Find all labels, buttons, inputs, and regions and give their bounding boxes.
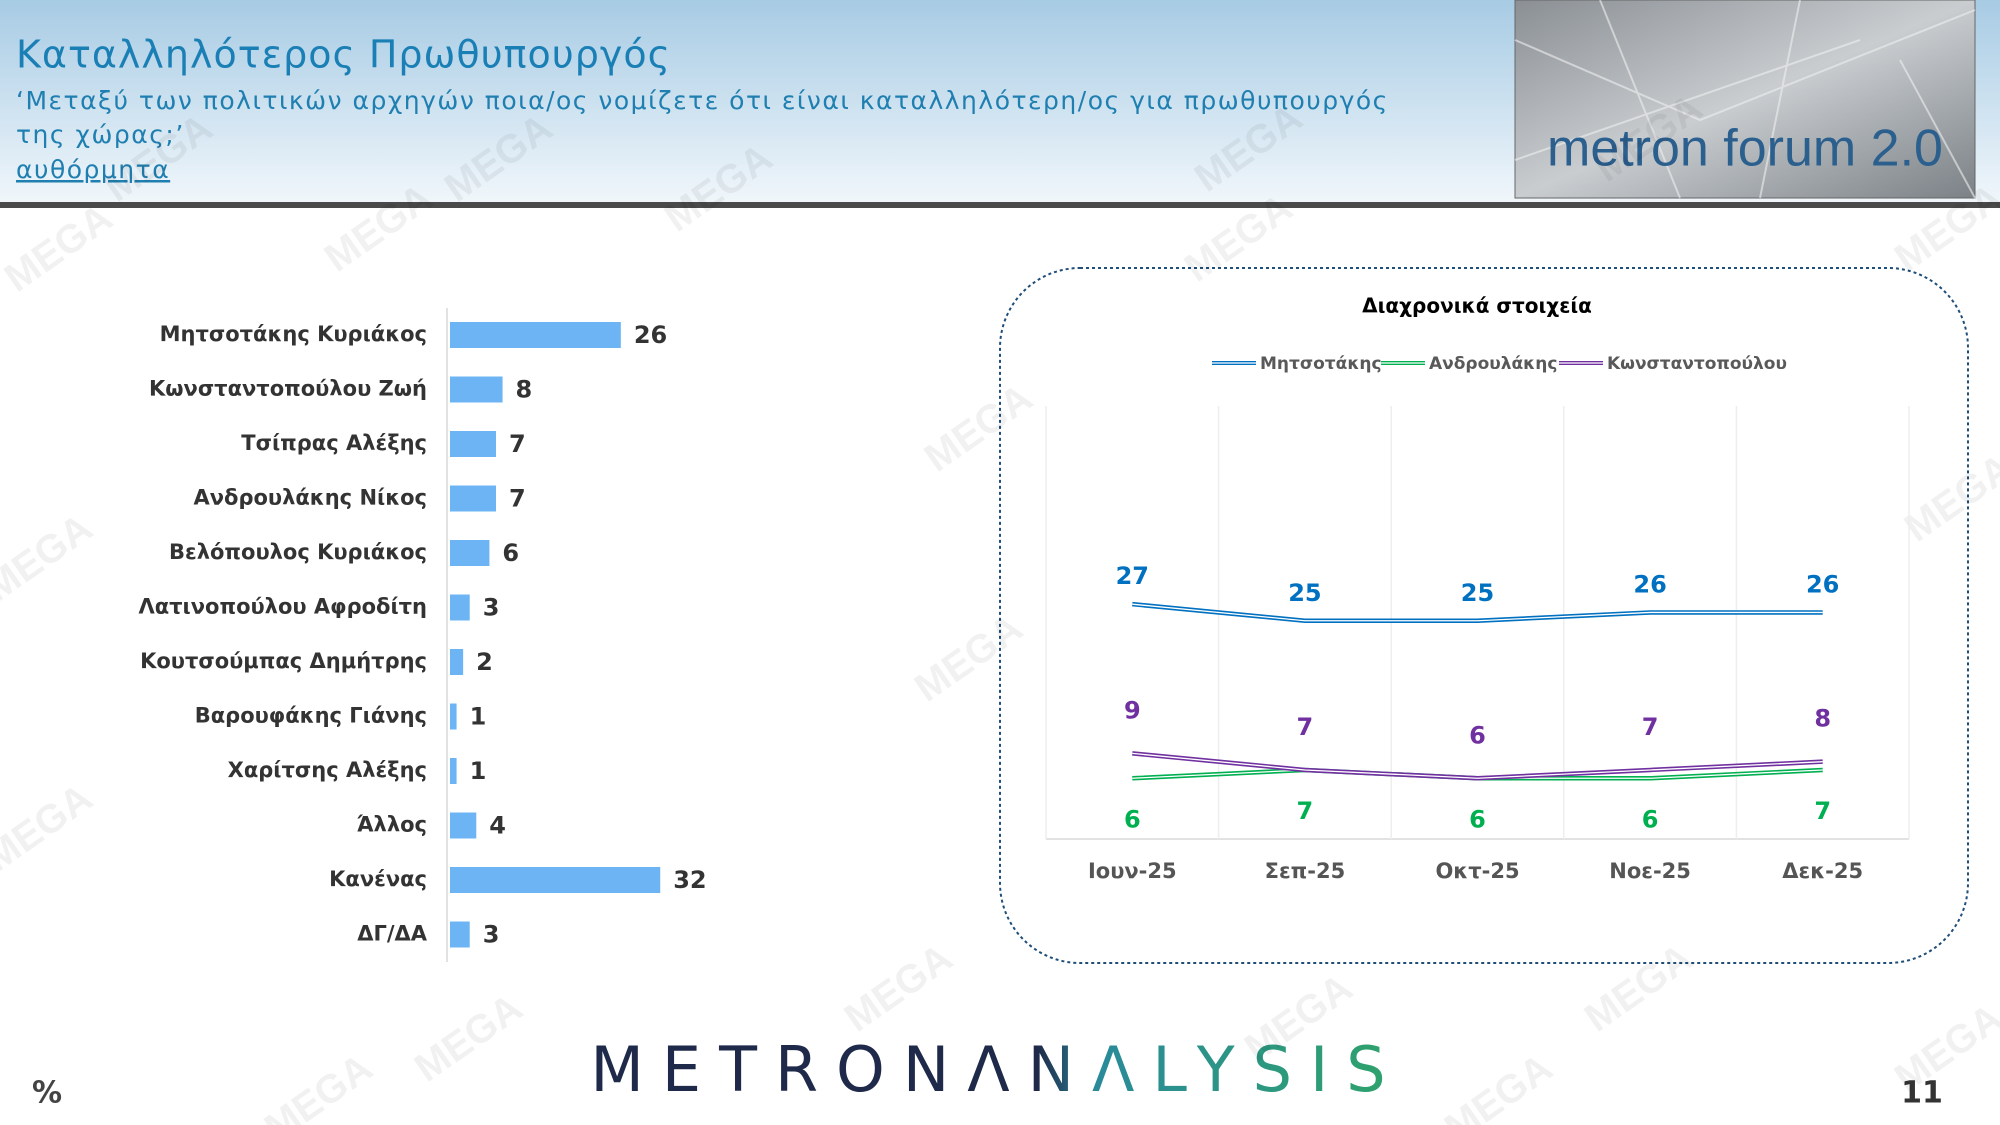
category-label: Ανδρουλάκης Νίκος — [193, 486, 427, 510]
logo: metron forum 2.0 — [1514, 0, 1976, 199]
value-label: 32 — [673, 866, 706, 894]
category-label: Κουτσούμπας Δημήτρης — [140, 649, 427, 673]
logo-pattern — [1514, 0, 1976, 199]
data-label: 6 — [1124, 805, 1141, 833]
category-label: ΔΓ/ΔΑ — [357, 922, 428, 946]
bar — [450, 594, 470, 621]
data-label: 8 — [1814, 705, 1831, 733]
bar — [450, 485, 496, 512]
value-label: 2 — [476, 648, 493, 676]
legend-label: Ανδρουλάκης — [1429, 354, 1557, 374]
category-label: Κωνσταντοπούλου Ζωή — [149, 377, 427, 401]
bar — [450, 703, 457, 730]
category-label: Λατινοπούλου Αφροδίτη — [138, 595, 427, 619]
data-label: 7 — [1814, 797, 1831, 825]
value-label: 26 — [634, 321, 667, 349]
subtitle-line: ‘Μεταξύ των πολιτικών αρχηγών ποια/ος νο… — [16, 86, 1389, 115]
brand: METRONΛNΛLYSIS — [590, 1033, 1403, 1106]
x-tick-label: Σεπ-25 — [1265, 859, 1346, 883]
chart-title: Διαχρονικά στοιχεία — [1362, 294, 1592, 318]
series-line-inner — [1132, 752, 1823, 779]
watermark: MEGA — [1437, 1046, 1561, 1125]
data-label: 25 — [1288, 579, 1321, 607]
watermark: MEGA — [0, 506, 100, 611]
watermark: MEGA — [407, 986, 531, 1091]
value-label: 8 — [516, 376, 533, 404]
value-label: 1 — [470, 757, 487, 785]
watermark: MEGA — [0, 196, 120, 301]
watermark: MEGA — [907, 606, 1031, 711]
data-label: 26 — [1633, 570, 1666, 598]
data-label: 7 — [1297, 797, 1314, 825]
watermark: MEGA — [837, 936, 961, 1041]
slide-title: Καταλληλότερος Πρωθυπουργός — [16, 33, 671, 77]
bar — [450, 921, 470, 948]
bar — [450, 812, 477, 839]
data-label: 6 — [1469, 721, 1486, 749]
value-label: 7 — [509, 485, 526, 513]
note: αυθόρμητα — [16, 155, 170, 184]
watermark: MEGA — [1897, 446, 2000, 551]
value-label: 3 — [483, 921, 500, 949]
category-label: Άλλος — [357, 813, 427, 837]
bar — [450, 867, 661, 893]
panel-border — [999, 267, 1969, 964]
data-label: 25 — [1461, 579, 1494, 607]
x-tick-label: Ιουν-25 — [1088, 859, 1177, 883]
data-label: 27 — [1116, 562, 1149, 590]
logo-text: metron forum 2.0 — [1547, 120, 1943, 178]
legend-label: Μητσοτάκης — [1260, 354, 1382, 374]
x-tick-label: Δεκ-25 — [1782, 859, 1863, 883]
value-label: 3 — [483, 594, 500, 622]
header-rule — [0, 202, 2000, 208]
data-label: 6 — [1642, 805, 1659, 833]
value-label: 4 — [489, 812, 506, 840]
series-line-inner — [1132, 603, 1823, 622]
value-label: 1 — [470, 703, 487, 731]
category-label: Βελόπουλος Κυριάκος — [169, 540, 427, 564]
data-label: 7 — [1642, 713, 1659, 741]
bar — [450, 758, 457, 784]
watermark: MEGA — [1887, 996, 2000, 1101]
x-tick-label: Οκτ-25 — [1435, 859, 1519, 883]
category-label: Χαρίτσης Αλέξης — [228, 758, 427, 782]
watermark: MEGA — [0, 776, 100, 881]
legend-label: Κωνσταντοπούλου — [1607, 354, 1787, 374]
category-label: Μητσοτάκης Κυριάκος — [160, 322, 427, 346]
data-label: 7 — [1297, 713, 1314, 741]
bar — [450, 540, 490, 566]
bar — [450, 649, 464, 675]
bar — [450, 376, 503, 403]
watermark: MEGA — [917, 376, 1041, 481]
value-label: 6 — [502, 539, 519, 567]
data-label: 9 — [1124, 696, 1141, 724]
value-label: 7 — [509, 430, 526, 458]
watermark: MEGA — [1577, 936, 1701, 1041]
category-label: Κανένας — [329, 867, 427, 891]
logo-box — [1514, 0, 1976, 199]
x-tick-label: Νοε-25 — [1609, 859, 1691, 883]
category-label: Βαρουφάκης Γιάνης — [195, 704, 427, 728]
category-label: Τσίπρας Αλέξης — [241, 431, 427, 455]
bar — [450, 431, 496, 457]
data-label: 26 — [1806, 570, 1839, 598]
page-number: 11 — [1901, 1076, 1943, 1111]
unit-label: % — [32, 1076, 62, 1111]
subtitle-line: της χώρας;’ — [16, 120, 185, 149]
watermark: MEGA — [257, 1046, 381, 1125]
data-label: 6 — [1469, 805, 1486, 833]
bar — [450, 322, 621, 348]
